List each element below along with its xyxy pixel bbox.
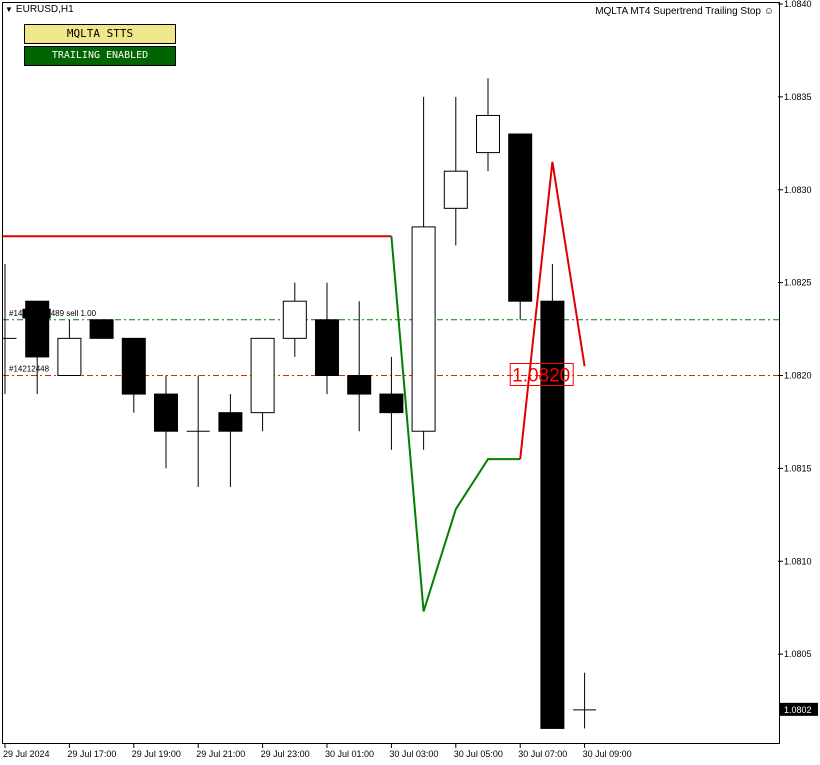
- supertrend-reversal-line: [519, 161, 586, 460]
- price-tick-label: 1.0805: [784, 649, 812, 659]
- price-tick-label: 1.0815: [784, 463, 812, 473]
- mqlta-stts-button[interactable]: MQLTA STTS: [24, 24, 176, 44]
- price-tick-label: 1.0820: [784, 371, 812, 381]
- trailing-enabled-button[interactable]: TRAILING ENABLED: [24, 46, 176, 66]
- indicator-panel: MQLTA STTS TRAILING ENABLED: [24, 24, 176, 66]
- time-tick-label: 29 Jul 23:00: [261, 749, 310, 759]
- time-tick-label: 30 Jul 09:00: [583, 749, 632, 759]
- time-tick-label: 29 Jul 2024: [3, 749, 50, 759]
- trailing-stop-label: 1.0820: [512, 366, 570, 387]
- price-tick-label: 1.0810: [784, 556, 812, 566]
- time-tick-label: 30 Jul 01:00: [325, 749, 374, 759]
- candle-bull: [57, 337, 82, 377]
- candle-bull: [411, 226, 436, 432]
- time-tick-label: 29 Jul 17:00: [67, 749, 116, 759]
- candle-bull: [476, 114, 500, 154]
- candle-bear: [379, 393, 404, 414]
- candle-bull: [443, 170, 468, 209]
- dropdown-triangle-icon[interactable]: ▼: [5, 5, 13, 14]
- candle-bear: [508, 133, 533, 302]
- candle-bear: [121, 337, 146, 395]
- time-tick-label: 30 Jul 07:00: [518, 749, 567, 759]
- time-tick-label: 30 Jul 05:00: [454, 749, 503, 759]
- order-line-label: #14212448: [9, 365, 50, 374]
- order-line-label: #14█████489 sell 1.00: [9, 308, 97, 319]
- supertrend-up-line: [390, 236, 521, 612]
- candle-bear: [218, 412, 243, 432]
- current-price-label: 1.0802: [784, 705, 812, 715]
- current-price-box: [780, 702, 818, 716]
- indicator-name-text: MQLTA MT4 Supertrend Trailing Stop: [595, 6, 761, 17]
- candle-bear: [89, 319, 114, 339]
- candle-bull: [282, 300, 307, 339]
- chart-area[interactable]: [2, 2, 780, 744]
- candle-bear: [154, 393, 178, 432]
- price-tick-label: 1.0840: [784, 0, 812, 9]
- time-tick-label: 29 Jul 21:00: [196, 749, 245, 759]
- candle-bear: [315, 319, 339, 376]
- symbol-timeframe-label: ▼ EURUSD,H1: [5, 4, 74, 15]
- indicator-name-label: MQLTA MT4 Supertrend Trailing Stop ☺: [595, 6, 774, 17]
- time-tick-label: 30 Jul 03:00: [389, 749, 438, 759]
- plot-group: #14█████489 sell 1.00 #14212448 1.0820: [3, 78, 779, 729]
- smiley-icon: ☺: [763, 6, 774, 17]
- symbol-text: EURUSD,H1: [15, 4, 74, 15]
- price-tick-label: 1.0830: [784, 185, 812, 195]
- candle-bear: [540, 300, 565, 729]
- price-tick-label: 1.0825: [784, 278, 812, 288]
- candle-bear: [25, 300, 50, 358]
- candle-bull: [250, 337, 275, 414]
- time-tick-label: 29 Jul 19:00: [132, 749, 181, 759]
- candle-bear: [347, 375, 372, 395]
- price-tick-label: 1.0835: [784, 92, 812, 102]
- trailing-stop-box: [509, 363, 574, 386]
